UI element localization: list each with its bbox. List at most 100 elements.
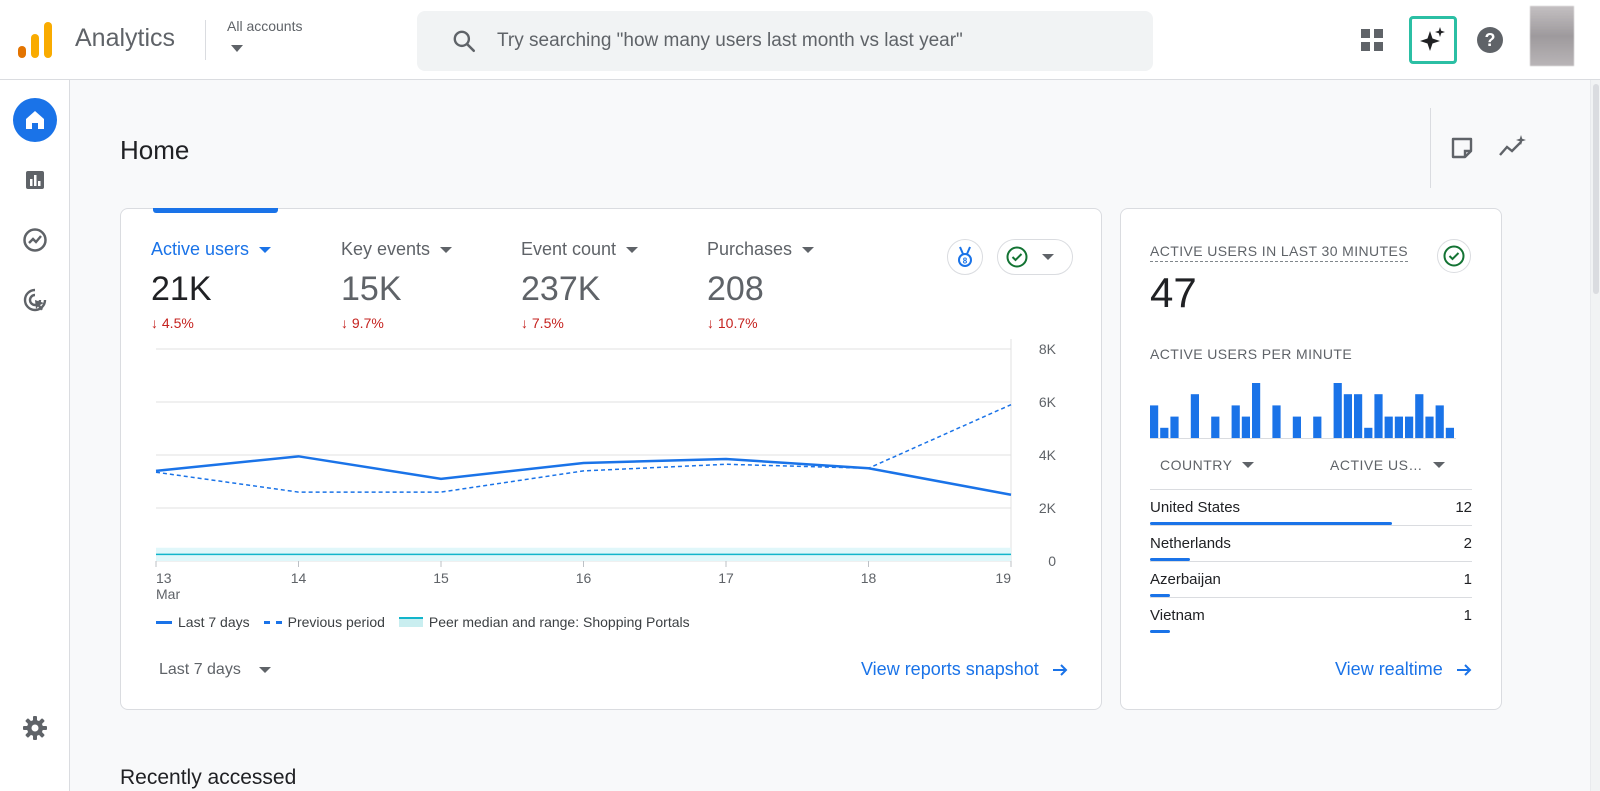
per-minute-bar [1272,405,1281,439]
view-realtime-link[interactable]: View realtime [1335,659,1473,680]
y-tick-label: 6K [1039,394,1057,410]
per-minute-bar [1445,427,1454,439]
link-label: View realtime [1335,659,1443,679]
top-app-bar: Analytics All accounts ? [0,0,1600,80]
country-share-bar [1150,522,1392,525]
per-minute-bar [1343,394,1352,439]
per-minute-bar [1415,394,1424,439]
help-icon[interactable]: ? [1466,16,1514,64]
country-value: 2 [1463,535,1472,552]
selected-tab-indicator [153,208,278,213]
page-scrollbar[interactable] [1590,80,1600,791]
per-minute-bar [1394,416,1403,439]
check-circle-icon[interactable] [1437,239,1471,273]
metric-label: Event count [521,239,617,259]
country-name: Azerbaijan [1150,571,1221,588]
link-label: View reports snapshot [861,659,1039,679]
metric-active-users[interactable]: Active users 21K ↓ 4.5% [151,239,272,331]
settings-gear-icon[interactable] [13,706,57,750]
avatar[interactable] [1530,6,1574,66]
y-tick-label: 4K [1039,447,1057,463]
per-minute-bar [1425,416,1434,439]
realtime-card: ACTIVE USERS IN LAST 30 MINUTES 47 ACTIV… [1120,208,1502,710]
metric-value: 15K [341,270,402,308]
metric-event-count[interactable]: Event count 237K ↓ 7.5% [521,239,639,331]
per-minute-bar [1252,383,1261,439]
date-range-label: Last 7 days [159,661,241,678]
legend-item-previous-period: Previous period [263,614,385,630]
apps-icon[interactable] [1348,16,1396,64]
nav-reports-icon[interactable] [13,158,57,202]
chevron-down-icon [259,246,272,253]
analytics-logo[interactable] [18,22,52,58]
per-minute-bar [1354,394,1363,439]
country-table: United States 12 Netherlands 2 Azerbaija… [1150,489,1472,633]
arrow-right-icon [1052,663,1068,676]
per-minute-bar [1374,394,1383,439]
per-minute-bar [1333,383,1342,439]
per-minute-bar [1190,394,1199,439]
x-tick-label: 14 [291,570,307,586]
svg-text:8: 8 [963,257,968,266]
per-minute-bar [1405,416,1414,439]
nav-advertising-icon[interactable] [13,278,57,322]
realtime-title[interactable]: ACTIVE USERS IN LAST 30 MINUTES [1150,243,1408,262]
active-users-column-header[interactable]: ACTIVE US… [1330,457,1445,473]
per-minute-label: ACTIVE USERS PER MINUTE [1150,346,1353,362]
per-minute-bar [1160,427,1169,439]
country-column-header[interactable]: COUNTRY [1160,457,1255,473]
per-minute-bar [1313,416,1322,439]
scroll-thumb[interactable] [1593,84,1599,294]
metric-change: ↓ 7.5% [521,315,564,331]
metric-value: 21K [151,270,212,308]
metric-change: ↓ 9.7% [341,315,384,331]
country-value: 1 [1463,607,1472,624]
per-minute-bar [1241,416,1250,439]
per-minute-bar [1170,416,1179,439]
date-range-dropdown[interactable]: Last 7 days [159,661,271,679]
page-title: Home [120,135,190,165]
nav-explore-icon[interactable] [13,218,57,262]
country-name: Vietnam [1150,607,1205,624]
chevron-down-icon [1242,462,1255,468]
y-tick-label: 0 [1048,553,1056,569]
metric-change: ↓ 4.5% [151,315,194,331]
per-minute-bar [1150,405,1159,439]
table-row: United States 12 [1150,489,1472,525]
metric-purchases[interactable]: Purchases 208 ↓ 10.7% [707,239,815,331]
search-bar[interactable] [417,11,1153,71]
left-nav [0,80,70,791]
chevron-down-icon [1042,254,1054,260]
per-minute-bar [1231,405,1240,439]
country-share-bar [1150,630,1171,633]
search-input[interactable] [497,11,1137,71]
comparison-dropdown[interactable] [997,239,1073,275]
insights-icon[interactable] [1496,132,1528,164]
per-minute-bar-chart [1150,383,1456,439]
last-7-days-line [155,455,1012,496]
check-circle-icon [1006,246,1028,268]
account-selector-caret-icon[interactable] [231,45,243,52]
svg-text:?: ? [1485,30,1496,50]
metric-value: 208 [707,270,764,308]
nav-home-icon[interactable] [13,98,57,142]
column-label: ACTIVE US… [1330,457,1423,473]
benchmark-medal-icon[interactable]: 8 [947,239,983,275]
x-tick-label: 13 [156,570,172,586]
metric-key-events[interactable]: Key events 15K ↓ 9.7% [341,239,453,331]
chart-legend: Last 7 days Previous period Peer median … [156,614,694,630]
country-share-bar [1150,594,1171,597]
x-tick-label: 19 [995,570,1011,586]
realtime-value: 47 [1150,269,1197,316]
view-reports-snapshot-link[interactable]: View reports snapshot [861,659,1069,680]
ai-sparkle-icon[interactable] [1409,16,1457,64]
previous-period-line [155,403,1012,493]
country-share-bar [1150,558,1191,561]
account-selector-label[interactable]: All accounts [227,18,303,34]
chevron-down-icon [1432,462,1445,468]
legend-item-peer-median: Peer median and range: Shopping Portals [398,614,690,630]
y-tick-label: 8K [1039,341,1057,357]
notes-icon[interactable] [1446,132,1478,164]
y-tick-label: 2K [1039,500,1057,516]
chevron-down-icon [440,246,453,253]
